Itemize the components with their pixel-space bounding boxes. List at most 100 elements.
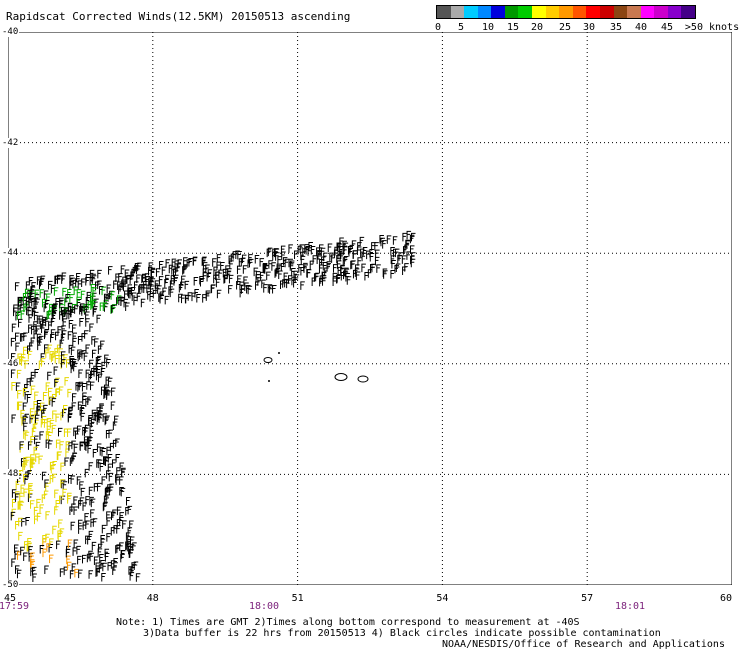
wind-barb	[183, 257, 188, 266]
wind-barb	[360, 248, 365, 258]
wind-barb	[60, 351, 66, 360]
wind-barbs	[10, 230, 416, 582]
wind-barb	[359, 236, 365, 246]
wind-barb	[56, 274, 62, 284]
wind-barb	[106, 391, 111, 400]
wind-barb	[29, 408, 35, 417]
wind-barb	[96, 443, 102, 453]
wind-barb	[29, 377, 35, 387]
wind-barb	[402, 266, 407, 275]
wind-barb	[141, 274, 146, 284]
wind-barb	[79, 351, 84, 360]
wind-barb	[34, 289, 40, 299]
wind-barb	[58, 519, 63, 528]
island-outline	[263, 357, 273, 363]
wind-barb	[336, 254, 341, 264]
wind-barb	[53, 287, 59, 296]
wind-barb	[105, 457, 110, 466]
wind-barb	[294, 250, 299, 259]
wind-barb	[29, 458, 35, 468]
wind-barb	[171, 258, 177, 268]
wind-barb	[80, 487, 86, 497]
wind-barb	[348, 247, 353, 257]
wind-barb	[31, 307, 37, 317]
wind-barb	[112, 459, 117, 468]
wind-barb	[409, 234, 415, 244]
wind-barb	[16, 311, 22, 320]
wind-barb	[321, 275, 327, 284]
wind-barb	[23, 473, 28, 483]
wind-barb	[30, 500, 35, 509]
wind-barb	[69, 294, 74, 303]
wind-barb	[69, 306, 75, 316]
island-outline	[334, 373, 348, 381]
wind-barb	[45, 482, 50, 492]
wind-barb	[89, 269, 95, 279]
wind-barb	[182, 266, 187, 275]
wind-barb	[281, 251, 286, 261]
wind-barb	[45, 511, 50, 520]
wind-barb	[61, 275, 66, 284]
wind-barb	[406, 230, 412, 240]
wind-barb	[108, 266, 113, 275]
wind-barb	[51, 424, 57, 434]
wind-barb	[94, 298, 99, 308]
wind-barb	[207, 269, 213, 278]
wind-barb	[159, 295, 164, 304]
wind-barb	[10, 511, 16, 521]
wind-barb	[99, 286, 104, 295]
colorbar-segment	[559, 6, 573, 18]
wind-barb	[52, 410, 57, 420]
wind-barb	[288, 275, 293, 284]
island-outline	[357, 375, 369, 383]
wind-barb	[49, 538, 54, 547]
wind-barb	[34, 391, 39, 401]
wind-barb	[111, 304, 116, 314]
wind-barb	[20, 484, 26, 494]
wind-barb	[45, 382, 51, 391]
wind-barb	[99, 447, 105, 456]
wind-barb	[104, 548, 110, 558]
wind-barb	[22, 387, 28, 397]
wind-barb	[222, 268, 228, 278]
wind-barb	[87, 535, 92, 545]
wind-barb	[125, 302, 130, 312]
wind-barb	[70, 521, 76, 531]
wind-barb	[85, 496, 90, 505]
wind-barb	[89, 552, 95, 562]
wind-barb	[76, 272, 81, 282]
wind-barb	[322, 261, 328, 271]
wind-barb	[102, 562, 107, 572]
wind-barb	[331, 254, 336, 263]
wind-barb	[54, 506, 59, 515]
wind-barb	[90, 498, 96, 508]
wind-barb	[68, 407, 73, 417]
wind-barb	[315, 272, 320, 282]
wind-barb	[92, 299, 97, 309]
colorbar-label: 5	[457, 22, 465, 33]
wind-barb	[67, 492, 72, 502]
wind-barb	[11, 558, 16, 567]
wind-barb	[169, 280, 175, 289]
wind-barb	[116, 519, 122, 528]
wind-barb	[69, 275, 74, 284]
wind-barb	[276, 265, 282, 274]
wind-barb	[79, 441, 85, 451]
wind-barb	[50, 329, 56, 338]
wind-barb	[136, 292, 142, 302]
wind-barb	[255, 281, 260, 290]
wind-barb	[82, 521, 88, 531]
wind-barb	[59, 339, 65, 349]
wind-barb	[84, 468, 90, 478]
wind-barb	[80, 412, 86, 422]
wind-barb	[112, 421, 118, 430]
wind-barb	[220, 262, 225, 271]
wind-barb	[277, 256, 282, 265]
wind-barb	[24, 431, 30, 441]
wind-barb	[88, 550, 93, 560]
wind-barb	[116, 467, 121, 476]
wind-barb	[88, 530, 94, 540]
wind-barb	[87, 436, 92, 445]
wind-barb	[96, 314, 102, 324]
wind-barb	[87, 444, 92, 454]
